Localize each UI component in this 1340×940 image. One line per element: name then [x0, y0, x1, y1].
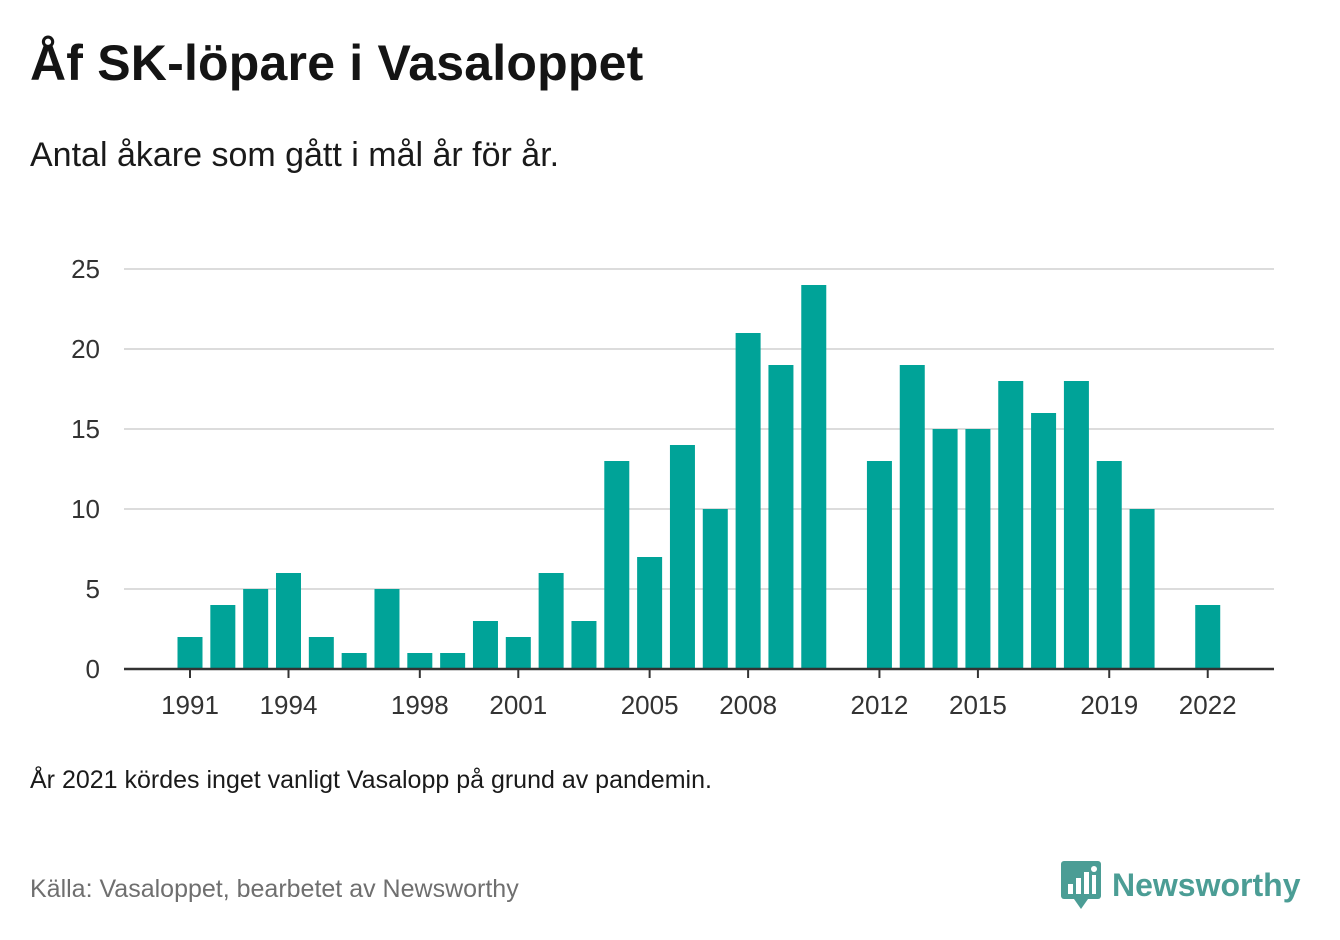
chart-note: År 2021 kördes inget vanligt Vasalopp på… — [30, 766, 712, 794]
y-tick-label: 25 — [71, 254, 100, 284]
bar-2018 — [1063, 381, 1089, 669]
x-tick-label: 1994 — [260, 690, 318, 720]
bar-2002 — [538, 573, 564, 669]
bar-2003 — [571, 621, 597, 669]
chart-source: Källa: Vasaloppet, bearbetet av Newswort… — [30, 875, 519, 903]
bar-2001 — [505, 637, 531, 669]
newsworthy-logo[interactable]: Newsworthy — [1060, 860, 1300, 910]
y-tick-label: 20 — [71, 334, 100, 364]
bar-2010 — [801, 285, 827, 669]
bar-1991 — [177, 637, 203, 669]
bar-2013 — [899, 365, 925, 669]
chart-subtitle: Antal åkare som gått i mål år för år. — [30, 136, 560, 174]
bar-2015 — [965, 429, 991, 669]
bar-2006 — [669, 445, 695, 669]
x-tick-label: 2019 — [1080, 690, 1138, 720]
bar-2005 — [637, 557, 663, 669]
bar-2008 — [735, 333, 761, 669]
x-tick-label: 2022 — [1179, 690, 1237, 720]
newsworthy-logo-text: Newsworthy — [1112, 866, 1301, 903]
x-tick-label: 2005 — [621, 690, 679, 720]
bar-2012 — [866, 461, 892, 669]
bar-2004 — [604, 461, 630, 669]
bar-chart: 0 5 10 15 20 25 1991 1994 1998 2001 2005 2008 2012 2… — [71, 254, 1274, 720]
bar-2022 — [1195, 605, 1221, 669]
y-tick-label: 0 — [86, 654, 100, 684]
bar-2009 — [768, 365, 794, 669]
x-tick-label: 1991 — [161, 690, 219, 720]
y-axis-ticks: 0 5 10 15 20 25 — [71, 254, 100, 684]
bar-2016 — [998, 381, 1024, 669]
y-tick-label: 5 — [86, 574, 100, 604]
bar-1994 — [275, 573, 301, 669]
bar-1995 — [308, 637, 334, 669]
bars — [177, 285, 1221, 669]
y-tick-label: 15 — [71, 414, 100, 444]
x-tick-label: 2015 — [949, 690, 1007, 720]
x-axis-ticks: 1991 1994 1998 2001 2005 2008 2012 2015 2019 2022 — [161, 669, 1237, 720]
bar-2000 — [472, 621, 498, 669]
bar-2007 — [702, 509, 728, 669]
bar-2020 — [1129, 509, 1155, 669]
y-tick-label: 10 — [71, 494, 100, 524]
x-tick-label: 2001 — [489, 690, 547, 720]
x-tick-label: 2008 — [719, 690, 777, 720]
bar-2014 — [932, 429, 958, 669]
bar-2017 — [1031, 413, 1057, 669]
bar-1992 — [210, 605, 236, 669]
bar-1997 — [374, 589, 400, 669]
bar-1996 — [341, 653, 367, 669]
bar-1993 — [243, 589, 269, 669]
bar-2019 — [1096, 461, 1122, 669]
chart-title: Åf SK-löpare i Vasaloppet — [30, 35, 644, 91]
bar-1999 — [440, 653, 466, 669]
x-tick-label: 2012 — [851, 690, 909, 720]
newsworthy-logo-icon — [1061, 861, 1101, 909]
bar-1998 — [407, 653, 433, 669]
x-tick-label: 1998 — [391, 690, 449, 720]
